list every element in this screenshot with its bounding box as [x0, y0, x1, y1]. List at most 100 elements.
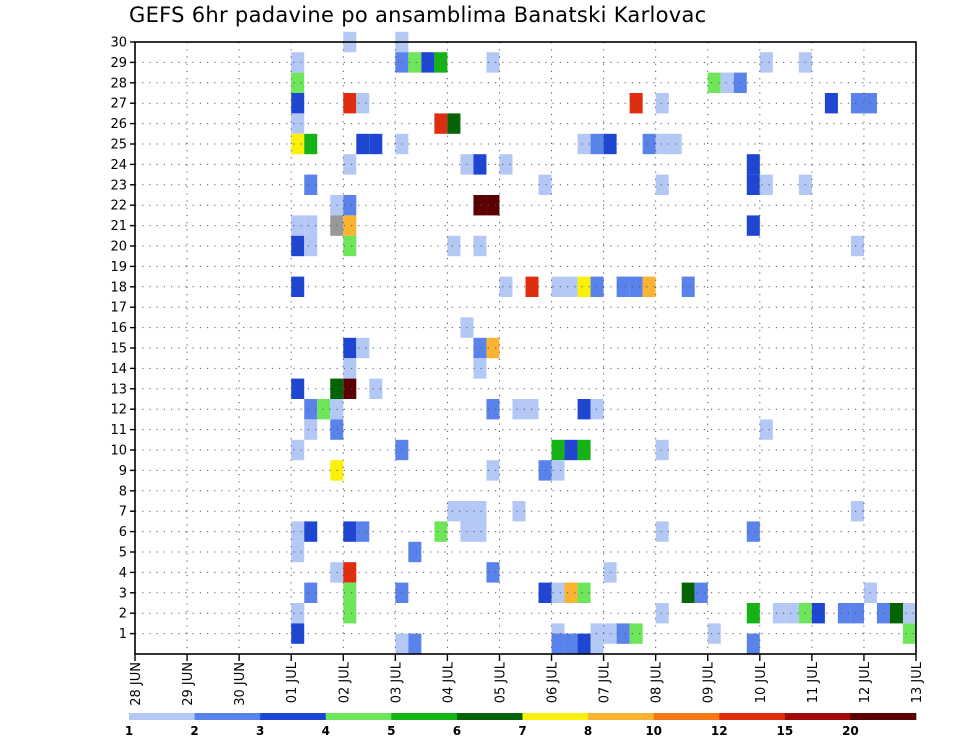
heatmap-cell [759, 174, 773, 195]
heatmap-cell [577, 633, 591, 654]
heatmap-cell [343, 195, 357, 216]
heatmap-cell [551, 633, 565, 654]
y-tick-label: 24 [110, 158, 127, 173]
y-tick-label: 18 [110, 280, 127, 295]
heatmap-cell [408, 541, 422, 563]
heatmap-cell [343, 603, 357, 624]
heatmap-cell [408, 52, 422, 73]
heatmap-cell [343, 93, 357, 114]
heatmap-cell [538, 460, 552, 481]
heatmap-cell [486, 337, 500, 359]
heatmap-cell [473, 501, 487, 522]
x-tick-label: 30 JUN [233, 662, 248, 706]
heatmap-cell [603, 623, 617, 644]
heatmap-cell [564, 582, 578, 603]
heatmap-cell [291, 72, 305, 93]
heatmap-cell [473, 235, 487, 257]
heatmap-cell [902, 603, 916, 624]
x-tick-label: 03 JUL [389, 661, 404, 703]
heatmap-cell [655, 439, 669, 461]
y-tick-label: 27 [110, 97, 127, 112]
heatmap-cell [655, 133, 669, 155]
colorbar-swatch [456, 713, 523, 720]
y-tick-label: 14 [110, 362, 127, 377]
heatmap-cell [369, 378, 383, 399]
colorbar-label: 1 [125, 724, 133, 738]
x-tick-label: 13 JUL [910, 661, 925, 703]
heatmap-cell [551, 582, 565, 603]
heatmap-cell [681, 276, 695, 297]
heatmap-cell [473, 195, 487, 216]
heatmap-cell [291, 215, 305, 236]
heatmap-cell [681, 582, 695, 603]
heatmap-cell [343, 337, 357, 359]
heatmap-cell [447, 501, 461, 522]
heatmap-cell [486, 562, 500, 583]
heatmap-cell [837, 603, 851, 624]
heatmap-cell [486, 195, 500, 216]
y-tick-label: 19 [110, 260, 127, 275]
heatmap-cell [343, 215, 357, 236]
heatmap-cell [317, 399, 331, 420]
heatmap-cell [304, 133, 318, 155]
heatmap-cell [356, 521, 370, 542]
y-tick-label: 23 [110, 178, 127, 193]
colorbar-swatch [588, 713, 654, 720]
heatmap-cell [551, 276, 565, 297]
heatmap-cell [395, 633, 409, 654]
y-tick-label: 6 [119, 525, 127, 540]
heatmap-cell [785, 603, 799, 624]
y-tick-label: 26 [110, 117, 127, 132]
x-tick-label: 09 JUL [702, 661, 717, 703]
colorbar-label: 5 [387, 724, 395, 738]
x-tick-label: 29 JUN [181, 662, 196, 706]
heatmap-cell [603, 133, 617, 155]
heatmap-cell [577, 133, 591, 155]
y-tick-label: 29 [110, 56, 127, 71]
colorbar-swatch [325, 713, 392, 720]
heatmap-cell [629, 276, 643, 297]
heatmap-cell [902, 623, 916, 644]
y-tick-label: 2 [119, 607, 127, 622]
heatmap-cell [304, 521, 318, 542]
heatmap-cell [343, 154, 357, 175]
heatmap-cell [590, 276, 604, 297]
heatmap-cell [512, 399, 526, 420]
colorbar-swatch [260, 713, 327, 720]
y-tick-label: 13 [110, 382, 127, 397]
colorbar-swatch [850, 713, 917, 720]
y-tick-label: 16 [110, 321, 127, 336]
heatmap-cell [343, 521, 357, 542]
heatmap-cell [304, 419, 318, 440]
heatmap-cell [291, 378, 305, 399]
heatmap-cell [746, 174, 760, 195]
y-tick-label: 30 [110, 36, 127, 51]
heatmap-cell [564, 276, 578, 297]
x-tick-label: 28 JUN [129, 662, 144, 706]
heatmap-cell [421, 52, 435, 73]
heatmap-cell [499, 154, 513, 175]
heatmap-cell [694, 582, 708, 603]
y-tick-label: 11 [110, 423, 127, 438]
chart-title: GEFS 6hr padavine po ansamblima Banatski… [129, 3, 707, 27]
heatmap-cell [824, 93, 838, 114]
y-tick-label: 5 [119, 546, 127, 561]
heatmap-cell [343, 582, 357, 603]
heatmap-cell [434, 521, 448, 542]
heatmap-cell [616, 623, 630, 644]
heatmap-cell [564, 439, 578, 461]
x-tick-label: 02 JUL [337, 661, 352, 703]
heatmap-cell [291, 52, 305, 73]
heatmap-cell [642, 133, 656, 155]
heatmap-cell [343, 358, 357, 379]
heatmap-cell [577, 439, 591, 461]
colorbar-label: 8 [584, 724, 592, 738]
heatmap-cell [629, 623, 643, 644]
heatmap-cell [408, 633, 422, 654]
heatmap-cell [304, 215, 318, 236]
colorbar-label: 10 [645, 724, 662, 738]
colorbar-label: 3 [256, 724, 264, 738]
heatmap-cell [473, 154, 487, 175]
heatmap-cell [473, 358, 487, 379]
heatmap-cell [356, 93, 370, 114]
